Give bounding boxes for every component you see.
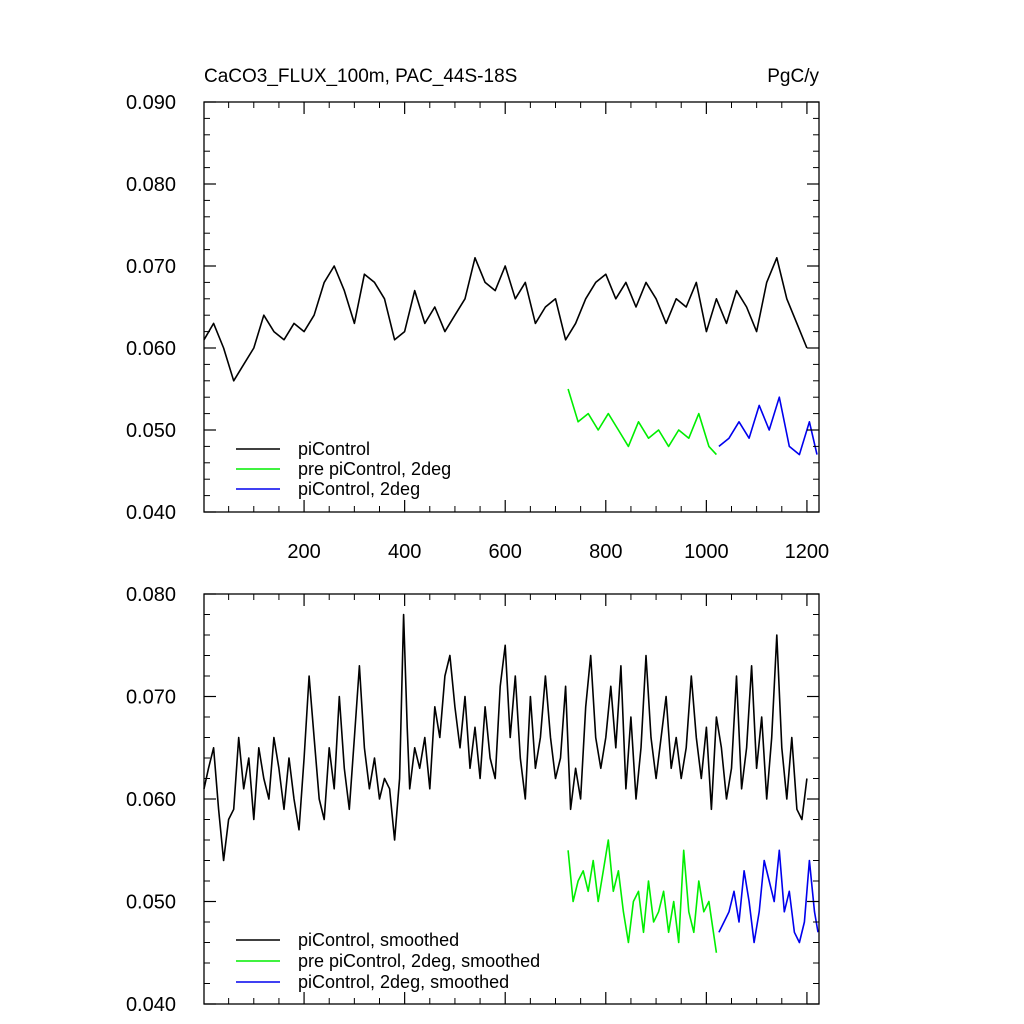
y-tick-label: 0.050 (126, 892, 176, 914)
series-line-bottom-0 (203, 613, 808, 862)
y-tick-label: 0.070 (126, 687, 176, 709)
legend-label: piControl, 2deg (298, 479, 420, 499)
series-line-bottom-2 (718, 849, 819, 944)
bottom-panel: 0.040 0.050 0.060 0.070 0.080 piControl, smo… (126, 584, 820, 1016)
series-line-bottom-1 (567, 839, 718, 953)
top-panel-units: PgC/y (767, 66, 819, 87)
bottom-plot-frame (203, 593, 820, 1005)
x-tick-label: 200 (287, 541, 320, 563)
y-tick-label: 0.070 (126, 256, 176, 278)
y-tick-label: 0.060 (126, 338, 176, 360)
top-ticks-layer: 200 400 600 800 1000 1200 0.040 0.050 0.060 0.070… (126, 92, 829, 563)
series-line-top-1 (567, 388, 717, 456)
y-tick-label: 0.040 (126, 502, 176, 524)
x-tick-label: 1000 (684, 541, 729, 563)
x-tick-label: 400 (388, 541, 421, 563)
y-tick-label: 0.080 (126, 174, 176, 196)
top-panel-title: CaCO3_FLUX_100m, PAC_44S-18S (204, 66, 517, 87)
y-tick-label: 0.040 (126, 994, 176, 1016)
x-tick-label: 1200 (785, 541, 830, 563)
top-series-layer (203, 256, 818, 456)
series-line-top-0 (203, 256, 808, 382)
y-tick-label: 0.060 (126, 789, 176, 811)
top-panel: CaCO3_FLUX_100m, PAC_44S-18S PgC/y 200 40… (126, 66, 829, 563)
y-tick-label: 0.090 (126, 92, 176, 114)
legend-label: piControl, 2deg, smoothed (298, 972, 509, 992)
legend-label: piControl (298, 439, 370, 459)
legend-label: pre piControl, 2deg (298, 459, 451, 479)
x-tick-label: 800 (589, 541, 622, 563)
top-plot-frame (203, 101, 820, 513)
y-tick-label: 0.080 (126, 584, 176, 606)
series-line-top-2 (718, 396, 818, 456)
legend-label: pre piControl, 2deg, smoothed (298, 951, 540, 971)
legend-label: piControl, smoothed (298, 930, 459, 950)
y-tick-label: 0.050 (126, 420, 176, 442)
bottom-ticks-layer: 0.040 0.050 0.060 0.070 0.080 (126, 584, 819, 1016)
bottom-series-layer (203, 613, 819, 953)
x-tick-label: 600 (489, 541, 522, 563)
